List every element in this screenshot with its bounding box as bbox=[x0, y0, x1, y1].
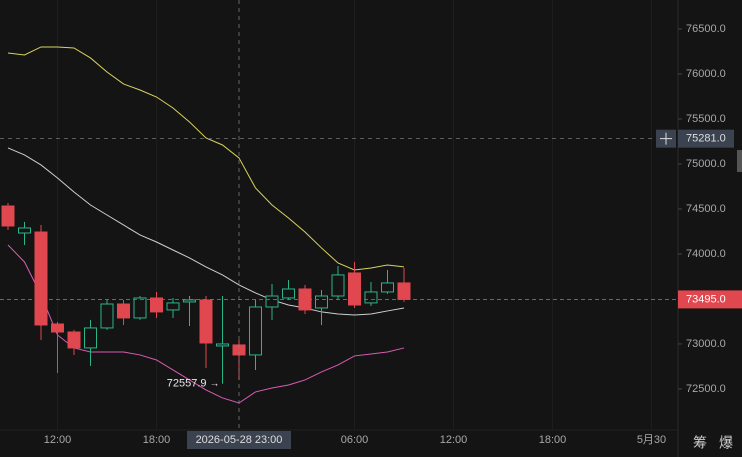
y-tick-label: 74500.0 bbox=[686, 203, 726, 215]
x-tick-label: 12:00 bbox=[44, 434, 72, 446]
candle-body bbox=[249, 306, 262, 356]
candle-body bbox=[348, 272, 361, 306]
candle-body bbox=[364, 291, 378, 304]
y-tick-label: 75500.0 bbox=[686, 113, 726, 125]
candle-body bbox=[166, 302, 180, 311]
x-tick-label: 06:00 bbox=[341, 434, 369, 446]
toolbar-button[interactable]: 筹 bbox=[693, 435, 707, 451]
candle-body bbox=[331, 274, 345, 297]
candle-body bbox=[381, 282, 394, 293]
candle-body bbox=[133, 297, 147, 319]
band-line bbox=[7, 46, 405, 271]
x-tick-label: 12:00 bbox=[440, 434, 468, 446]
low-annotation: 72557.9 bbox=[167, 378, 207, 390]
candle-body bbox=[84, 327, 97, 349]
y-tick-label: 75000.0 bbox=[686, 158, 726, 170]
y-tick-label: 76000.0 bbox=[686, 68, 726, 80]
plus-icon bbox=[660, 132, 672, 145]
crosshair-x-label: 2026-05-28 23:00 bbox=[196, 434, 283, 446]
y-tick-label: 74000.0 bbox=[686, 248, 726, 260]
candle-body bbox=[150, 297, 163, 313]
candle-body bbox=[397, 282, 411, 300]
candle-body bbox=[34, 231, 48, 326]
candle-body bbox=[199, 299, 213, 344]
last-price-box bbox=[678, 290, 742, 309]
toolbar-button[interactable]: 爆 bbox=[719, 435, 733, 451]
y-tick-label: 73000.0 bbox=[686, 338, 726, 350]
candle-body bbox=[51, 323, 64, 333]
arrow: → bbox=[210, 378, 220, 389]
last-price-label: 73495.0 bbox=[686, 293, 726, 305]
crosshair-x-box bbox=[187, 431, 291, 449]
crosshair-y-label: 75281.0 bbox=[686, 133, 726, 145]
y-tick-label: 72500.0 bbox=[686, 383, 726, 395]
candle-body bbox=[282, 288, 295, 299]
candle-body bbox=[117, 303, 130, 319]
candle-body bbox=[183, 299, 196, 303]
side-tab[interactable] bbox=[737, 150, 742, 172]
candle-body bbox=[100, 303, 114, 329]
x-tick-label: 5月30 bbox=[637, 434, 666, 446]
candle-body bbox=[216, 343, 229, 347]
candle-body bbox=[1, 205, 15, 227]
candle-body bbox=[18, 227, 31, 234]
candle-body bbox=[67, 331, 81, 349]
crosshair-y-box bbox=[678, 129, 734, 148]
x-tick-label: 18:00 bbox=[143, 434, 171, 446]
band-line bbox=[7, 147, 405, 316]
x-tick-label: 18:00 bbox=[539, 434, 567, 446]
candle-body bbox=[265, 295, 279, 308]
candle-body bbox=[315, 295, 328, 309]
y-tick-label: 76500.0 bbox=[686, 23, 726, 35]
